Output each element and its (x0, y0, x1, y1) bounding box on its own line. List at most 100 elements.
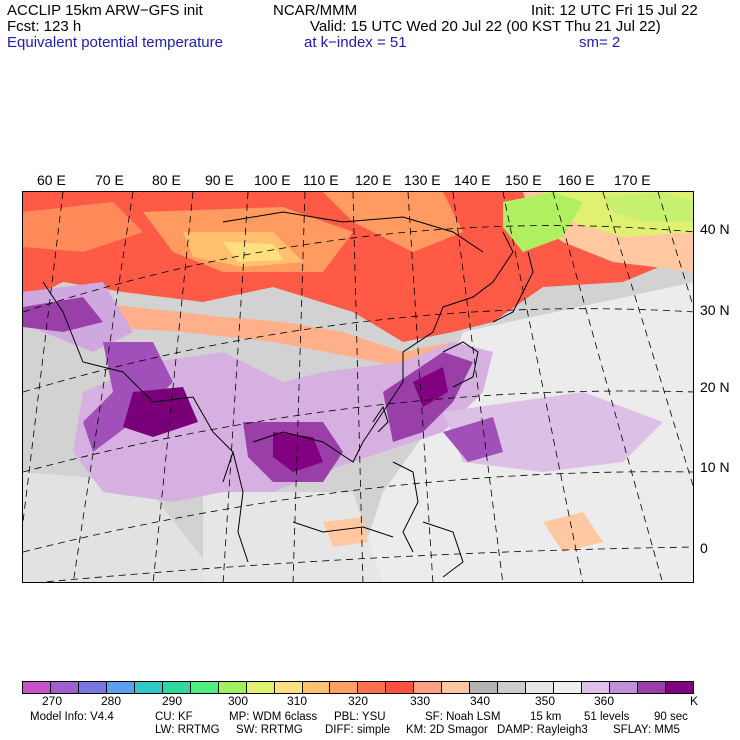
coastline (372, 405, 389, 433)
colorbar-unit: K (690, 694, 699, 708)
lon-label: 150 E (505, 172, 542, 188)
colorbar-tick: 320 (348, 694, 369, 708)
init-time: Init: 12 UTC Fri 15 Jul 22 (531, 2, 698, 19)
km-option: KM: 2D Smagor (406, 724, 488, 736)
colorbar-swatch (78, 682, 107, 693)
theta-e-map (22, 191, 694, 583)
lon-label: 170 E (614, 172, 651, 188)
colorbar-swatch (274, 682, 303, 693)
colorbar-swatch (134, 682, 163, 693)
map-canvas (23, 192, 693, 582)
colorbar-swatch (162, 682, 191, 693)
longitude-line (292, 192, 306, 582)
lon-label: 120 E (355, 172, 392, 188)
longitude-line (23, 192, 64, 523)
latitude-line (23, 471, 693, 553)
level-label: at k−index = 51 (304, 34, 407, 51)
coastline (252, 306, 444, 463)
colorbar-swatch (582, 682, 611, 693)
coastline (42, 281, 234, 483)
field-peach (83, 302, 453, 372)
colorbar-tick: 280 (101, 694, 122, 708)
field-peach (543, 512, 603, 552)
longitude-line (502, 192, 584, 582)
field-green (503, 192, 583, 252)
colorbar-tick: 330 (410, 694, 431, 708)
longitude-line (407, 192, 434, 582)
colorbar-tick: 300 (228, 694, 249, 708)
colorbar-swatch (190, 682, 219, 693)
longwave-scheme: LW: RRTMG (155, 724, 220, 736)
longitude-line (72, 192, 134, 582)
org-label: NCAR/MMM (273, 2, 358, 19)
field-green (603, 192, 693, 222)
lon-label: 140 E (454, 172, 491, 188)
longitude-line (602, 192, 693, 487)
lon-label: 100 E (254, 172, 291, 188)
coastline (292, 521, 394, 538)
field-orange (323, 192, 463, 252)
colorbar-tick: 310 (287, 694, 308, 708)
model-version: Model Info: V4.4 (30, 711, 114, 723)
lat-label: 40 N (700, 221, 730, 237)
colorbar-swatch (23, 682, 51, 693)
smoothing-label: sm= 2 (579, 34, 621, 51)
coastline (442, 341, 479, 388)
colorbar-swatch (50, 682, 79, 693)
model-title: ACCLIP 15km ARW−GFS init (7, 2, 203, 19)
colorbar-swatch (302, 682, 331, 693)
vertical-levels: 51 levels (584, 711, 630, 723)
longitude-line (657, 192, 693, 307)
lat-label: 20 N (700, 379, 730, 395)
colorbar-swatch (526, 682, 555, 693)
coastline (442, 231, 514, 308)
field-name: Equivalent potential temperature (7, 34, 223, 51)
forecast-hour: Fcst: 123 h (7, 18, 82, 35)
field-peach (323, 517, 368, 547)
colorbar-swatch (246, 682, 275, 693)
longitude-line (552, 192, 663, 582)
latitude-line (23, 308, 693, 393)
field-light-gray (203, 492, 383, 582)
field-yellow (223, 242, 283, 262)
lon-label: 130 E (404, 172, 441, 188)
coastline (232, 451, 249, 563)
colorbar (22, 681, 694, 694)
latitude-line (40, 546, 693, 582)
microphysics-scheme: MP: WDM 6class (229, 711, 318, 723)
colorbar-swatch (665, 682, 693, 693)
colorbar-swatch (637, 682, 666, 693)
colorbar-swatch (386, 682, 415, 693)
colorbar-tick: 360 (594, 694, 615, 708)
colorbar-swatch (218, 682, 247, 693)
coastlines (42, 211, 534, 578)
colorbar-swatch (610, 682, 638, 693)
colorbar-tick: 290 (162, 694, 183, 708)
colorbar-swatch (330, 682, 359, 693)
shortwave-scheme: SW: RRTMG (236, 724, 303, 736)
colorbar-swatch (442, 682, 471, 693)
colorbar-tick: 270 (42, 694, 63, 708)
pbl-scheme: PBL: YSU (334, 711, 386, 723)
diffusion-scheme: DIFF: simple (325, 724, 391, 736)
valid-time: Valid: 15 UTC Wed 20 Jul 22 (00 KST Thu … (310, 18, 661, 35)
surface-scheme: SF: Noah LSM (425, 711, 501, 723)
longitude-line (352, 192, 364, 582)
cumulus-scheme: CU: KF (155, 711, 193, 723)
damping-option: DAMP: Rayleigh3 (497, 724, 588, 736)
lat-label: 30 N (700, 302, 730, 318)
lon-label: 60 E (37, 172, 66, 188)
coastline (222, 211, 484, 253)
lon-label: 90 E (205, 172, 234, 188)
longitude-line (152, 192, 194, 582)
lon-label: 160 E (558, 172, 595, 188)
field-orange (23, 202, 143, 252)
colorbar-swatch (554, 682, 583, 693)
colorbar-swatch (414, 682, 443, 693)
field-light-gray (23, 472, 222, 582)
field-medium-purple (83, 342, 173, 452)
field-dark-purple (123, 387, 198, 437)
longitude-line (222, 192, 249, 582)
field-medium-purple (23, 297, 103, 332)
coastline (422, 521, 464, 578)
